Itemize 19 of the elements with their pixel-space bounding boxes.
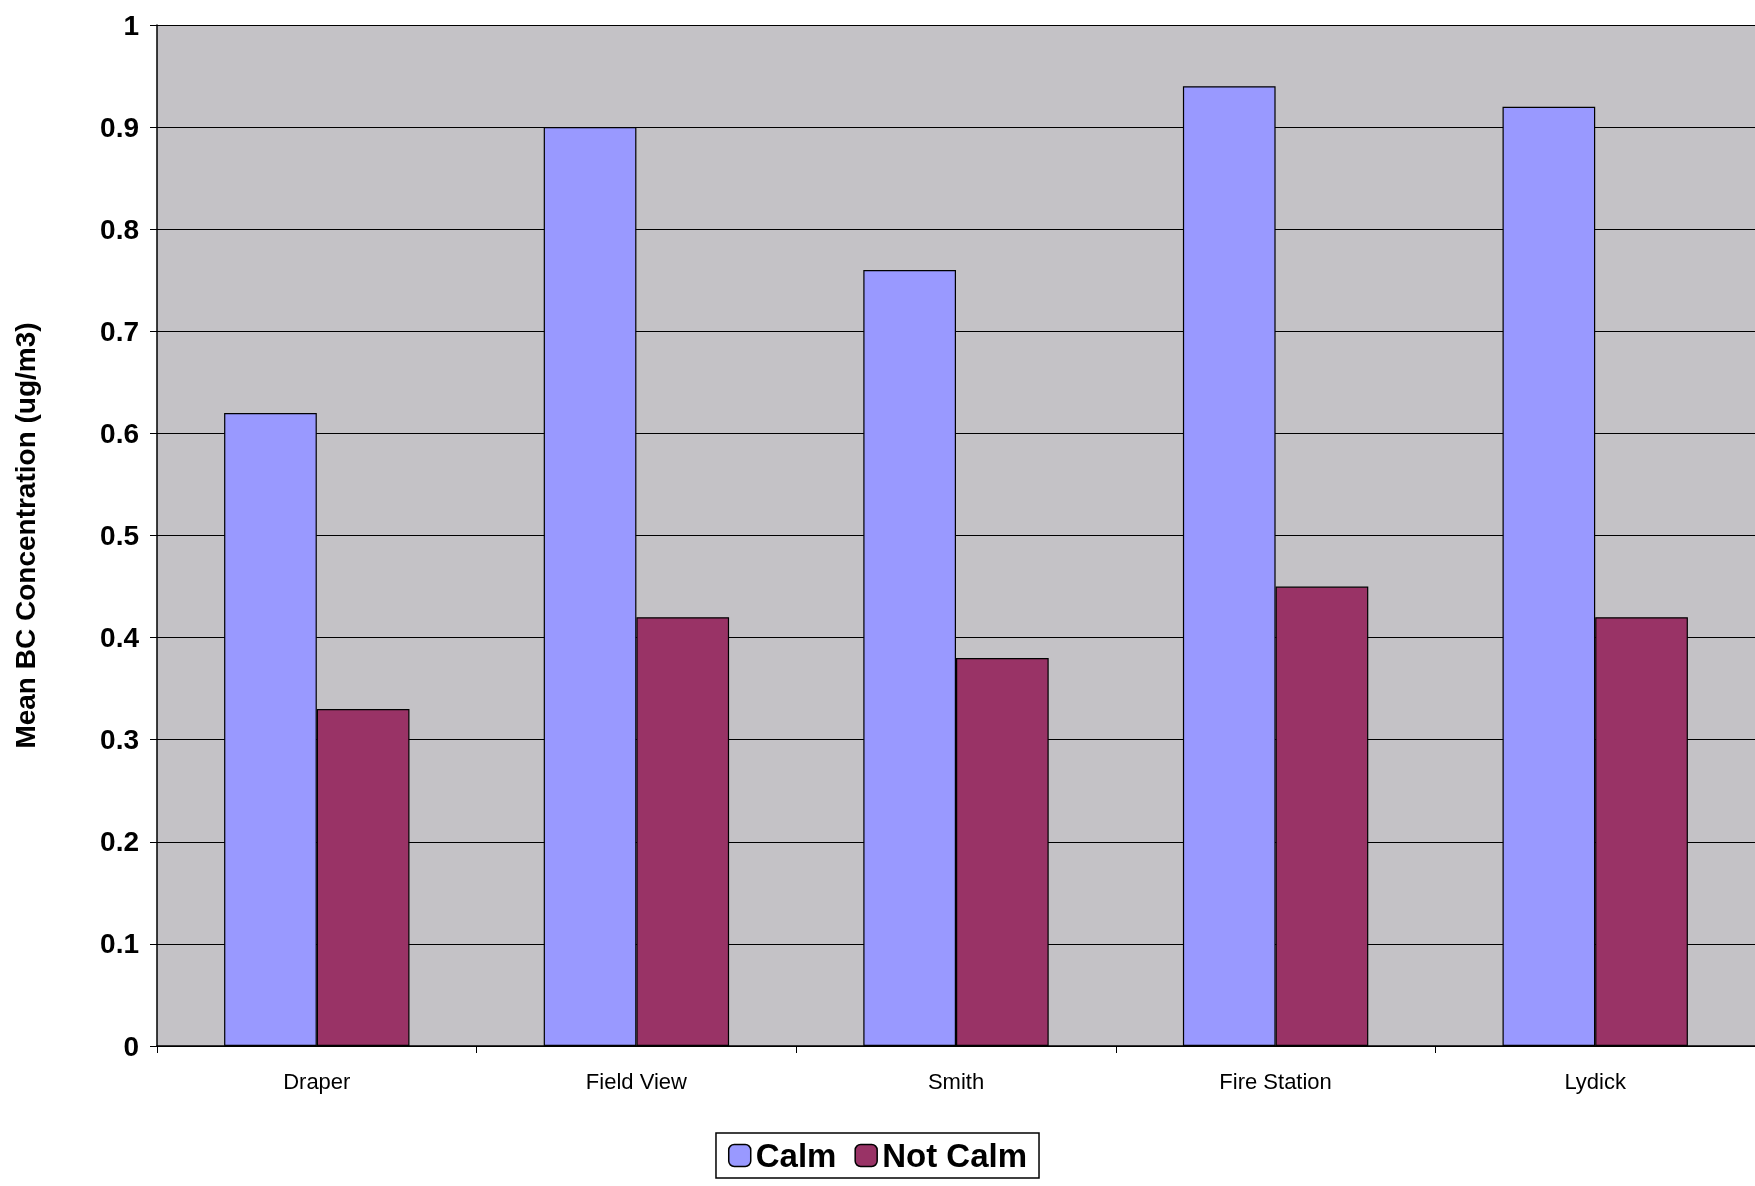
y-tick-label: 0.4: [100, 622, 140, 654]
y-tick-label: 0.8: [100, 213, 139, 245]
y-tick-label: 0.1: [100, 928, 139, 960]
y-tick-label: 0.2: [100, 826, 139, 858]
x-tick-label: Smith: [927, 1068, 985, 1094]
x-tick-label: Field View: [585, 1068, 688, 1094]
y-tick-label: 0: [123, 1030, 139, 1062]
y-tick-label: 0.5: [100, 520, 139, 551]
y-axis-title: Mean BC Concentration (ug/m3): [9, 322, 41, 749]
legend-label: Calm: [755, 1137, 837, 1174]
x-tick-label: Lydick: [1564, 1068, 1627, 1094]
y-tick-label: 1: [123, 9, 139, 41]
legend-label: Not Calm: [882, 1137, 1028, 1174]
x-tick-label: Fire Station: [1219, 1068, 1332, 1094]
y-tick-label: 0.7: [100, 315, 139, 347]
y-tick-label: 0.3: [100, 724, 139, 756]
x-tick-label: Draper: [283, 1068, 351, 1094]
y-tick-label: 0.6: [100, 417, 139, 449]
y-tick-label: 0.9: [100, 111, 139, 143]
